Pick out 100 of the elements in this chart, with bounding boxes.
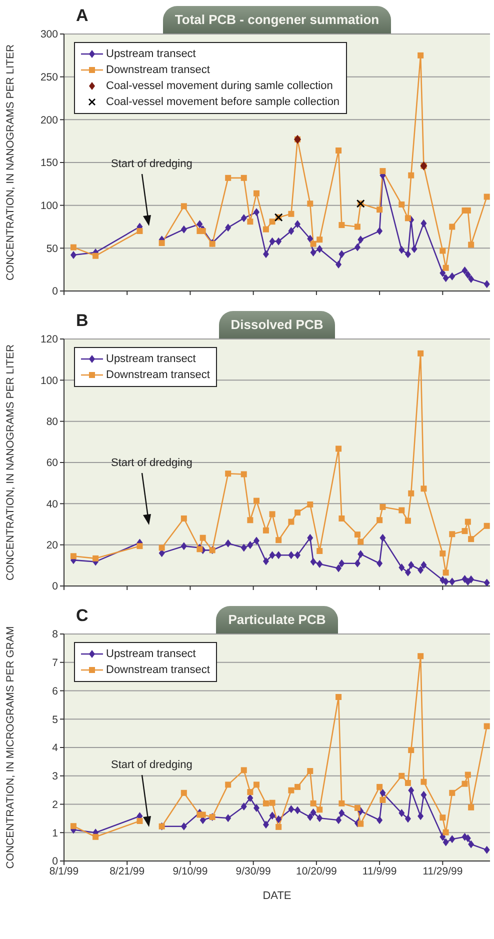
point	[180, 542, 187, 550]
point	[440, 832, 446, 841]
point	[200, 534, 206, 541]
point	[380, 168, 386, 174]
point	[338, 515, 345, 522]
point	[462, 780, 468, 787]
point	[354, 559, 360, 568]
point	[276, 237, 282, 246]
point	[354, 804, 360, 811]
point	[376, 784, 383, 790]
point	[294, 806, 301, 814]
point	[240, 802, 247, 811]
point	[180, 225, 187, 234]
point	[418, 653, 424, 660]
point	[380, 534, 386, 542]
point	[398, 246, 405, 254]
point	[240, 174, 247, 181]
point	[253, 190, 260, 196]
point	[288, 787, 294, 794]
point	[338, 559, 345, 568]
point	[136, 543, 143, 550]
point	[200, 812, 206, 818]
point	[269, 551, 276, 560]
point	[380, 788, 386, 797]
point	[404, 518, 411, 524]
point	[449, 224, 456, 230]
point	[158, 240, 165, 246]
point	[449, 531, 456, 538]
point	[380, 504, 386, 510]
x-tick-label: 11/29/99	[422, 865, 463, 878]
chart-title: Total PCB - congener summation	[162, 6, 392, 34]
point	[288, 551, 294, 560]
point	[398, 507, 405, 514]
point	[180, 515, 187, 522]
point	[225, 224, 232, 232]
x-tick-label: 8/21/99	[110, 865, 145, 878]
annotation: Start of dredging	[111, 457, 192, 470]
point	[247, 789, 254, 796]
point	[276, 551, 282, 560]
point	[420, 219, 427, 228]
point	[440, 814, 446, 821]
y-tick-label: 4	[52, 742, 58, 754]
point	[336, 260, 342, 268]
annotation: Start of dredging	[111, 759, 192, 772]
point	[338, 809, 345, 818]
y-tick-label: 0	[52, 580, 58, 593]
point	[464, 270, 471, 279]
point	[225, 782, 232, 788]
point	[253, 498, 260, 504]
point	[468, 840, 474, 848]
point	[408, 786, 414, 794]
point	[442, 274, 449, 282]
point	[420, 561, 427, 570]
point	[354, 243, 360, 252]
point	[316, 236, 323, 243]
y-tick-label: 6	[52, 685, 58, 698]
point	[92, 834, 99, 840]
point	[376, 559, 383, 568]
point	[307, 234, 314, 243]
point	[240, 767, 247, 774]
point	[404, 250, 411, 258]
legend-label: Downstream transect	[106, 369, 210, 381]
point	[262, 800, 269, 806]
y-tick-label: 0	[52, 286, 58, 298]
point	[316, 245, 323, 254]
point	[338, 222, 345, 228]
text: A	[76, 6, 88, 26]
legend-label: Downstream transect	[106, 64, 210, 76]
point	[240, 544, 247, 552]
point	[136, 818, 143, 824]
point	[269, 511, 276, 518]
point	[288, 210, 294, 217]
text: C	[76, 606, 88, 626]
y-tick-label: 1	[52, 827, 58, 840]
point	[376, 517, 383, 524]
point	[180, 203, 187, 210]
point	[484, 522, 490, 529]
point	[408, 747, 414, 754]
point	[464, 834, 471, 842]
point	[404, 814, 411, 823]
point	[468, 575, 474, 584]
point	[404, 780, 411, 786]
point	[158, 544, 165, 551]
y-tick-label: 120	[40, 334, 58, 346]
y-tick-label: 0	[52, 856, 58, 868]
point	[180, 822, 187, 830]
point	[307, 813, 314, 822]
point	[376, 206, 383, 213]
point	[449, 272, 456, 280]
y-tick-label: 60	[46, 457, 58, 470]
y-tick-label: 3	[52, 770, 58, 783]
point	[247, 794, 254, 802]
point	[358, 236, 364, 244]
point	[180, 790, 187, 796]
point	[418, 52, 424, 58]
legend-label: Coal-vessel movement before sample collection	[106, 96, 340, 108]
point	[70, 244, 76, 250]
point	[307, 501, 314, 508]
point	[462, 528, 468, 534]
point	[196, 546, 203, 552]
